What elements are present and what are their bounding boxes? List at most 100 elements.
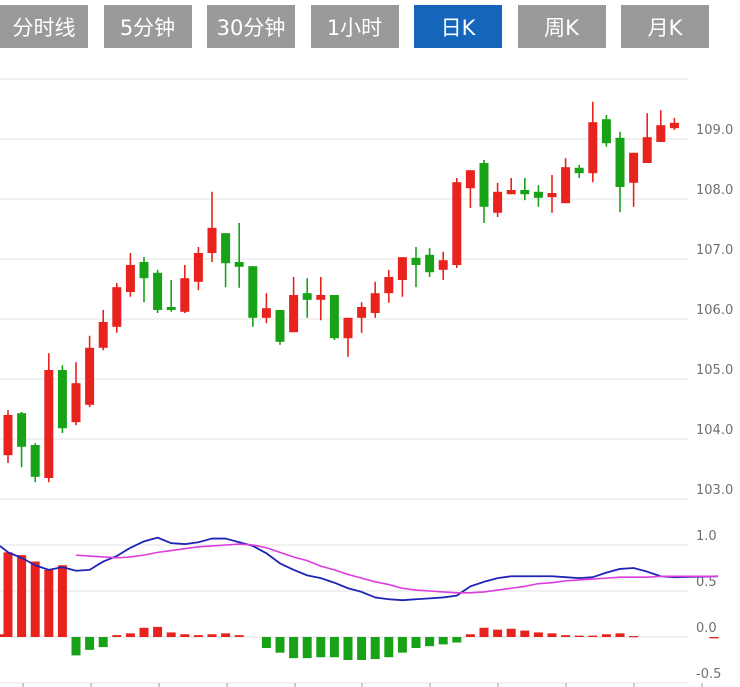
macd-histogram-bar: [506, 628, 516, 637]
tab-timeline[interactable]: 分时线: [0, 5, 88, 48]
tab-daily-k[interactable]: 日K: [414, 5, 502, 48]
candle-body: [357, 307, 367, 318]
candle-body: [248, 266, 258, 318]
macd-histogram-bar: [166, 632, 176, 637]
macd-axis-label: 1.0: [696, 529, 717, 544]
candle-body: [112, 287, 122, 327]
macd-axis-label: 0.5: [696, 575, 717, 590]
macd-histogram-bar: [125, 633, 135, 637]
macd-histogram-bar: [561, 635, 571, 637]
tab-5min[interactable]: 5分钟: [103, 5, 192, 48]
macd-histogram-bar: [44, 569, 54, 637]
candle-body: [506, 190, 516, 195]
candle-wick: [469, 170, 472, 208]
macd-histogram-bar: [574, 635, 584, 637]
candle-body: [479, 163, 489, 207]
candle-body: [425, 254, 435, 273]
candle-body: [561, 167, 571, 204]
macd-histogram-bar: [329, 637, 339, 658]
candle-body: [316, 295, 326, 300]
candle-body: [533, 191, 543, 198]
macd-histogram-bar: [357, 637, 367, 660]
macd-histogram-bar: [370, 637, 380, 660]
macd-histogram-bar: [71, 637, 81, 656]
candle-body: [397, 257, 407, 280]
tab-1hour[interactable]: 1小时: [310, 5, 399, 48]
tab-30min[interactable]: 30分钟: [207, 5, 295, 48]
candle-body: [642, 137, 652, 163]
tab-weekly-k[interactable]: 周K: [517, 5, 606, 48]
macd-histogram-bar: [397, 637, 407, 653]
macd-histogram-bar: [601, 634, 611, 637]
macd-histogram-bar: [261, 637, 271, 649]
macd-axis-label: 0.0: [696, 621, 717, 636]
macd-histogram-bar: [547, 633, 557, 637]
candle-wick: [238, 223, 240, 288]
candle-body: [57, 370, 67, 429]
candle-body: [329, 295, 339, 339]
macd-histogram-bar: [0, 634, 5, 637]
candle-body: [139, 262, 149, 279]
candle-body: [343, 317, 353, 339]
candle-body: [302, 293, 312, 300]
macd-histogram-bar: [289, 637, 299, 659]
period-tabbar: 分时线 5分钟 30分钟 1小时 日K 周K 月K: [0, 5, 709, 48]
macd-histogram-bar: [207, 634, 217, 637]
macd-axis-label: -0.5: [696, 667, 721, 682]
macd-histogram-bar: [85, 637, 95, 650]
candle-body: [588, 122, 598, 174]
macd-histogram-bar: [153, 626, 163, 637]
candle-body: [153, 272, 163, 310]
main-axis-label: 104.0: [696, 423, 733, 438]
candle-body: [615, 137, 625, 187]
candle-wick: [510, 178, 512, 195]
tab-monthly-k[interactable]: 月K: [621, 5, 709, 48]
macd-histogram-bar: [180, 634, 190, 637]
candle-wick: [524, 178, 526, 201]
main-axis-label: 103.0: [696, 483, 733, 498]
main-axis-label: 106.0: [696, 303, 733, 318]
candle-body: [71, 383, 81, 423]
main-axis-label: 105.0: [696, 363, 733, 378]
macd-histogram-bar: [411, 637, 421, 649]
macd-panel: 1.0 0.5 0.0 -0.5: [0, 529, 721, 687]
candle-body: [180, 278, 190, 312]
candle-body: [3, 415, 13, 456]
candle-body: [629, 152, 639, 183]
macd-histogram-bar: [57, 565, 67, 637]
candle-body: [438, 260, 448, 270]
main-axis-label: 109.0: [696, 123, 733, 138]
candle-body: [601, 119, 611, 144]
candle-body: [17, 413, 27, 447]
macd-histogram-bar: [493, 629, 503, 637]
candle-wick: [143, 257, 145, 303]
candle-body: [207, 227, 217, 253]
candle-wick: [211, 191, 213, 262]
main-candle-panel: 109.0 108.0 107.0 106.0 105.0 104.0 103.0: [0, 78, 733, 500]
candle-body: [669, 122, 679, 129]
candle-body: [384, 277, 394, 294]
macd-histogram-bar: [520, 630, 530, 637]
macd-histogram-bar: [629, 636, 639, 638]
macd-histogram-bar: [343, 637, 353, 660]
main-axis-label: 107.0: [696, 243, 733, 258]
candle-body: [98, 322, 108, 348]
macd-histogram-bar: [709, 637, 719, 639]
candle-body: [370, 293, 380, 313]
macd-histogram-bar: [438, 637, 448, 645]
macd-dif-line: [0, 536, 719, 602]
candle-body: [574, 167, 584, 174]
macd-histogram-bar: [588, 635, 598, 637]
candle-body: [261, 308, 271, 318]
macd-histogram-bar: [316, 637, 326, 658]
macd-histogram-bar: [30, 561, 40, 637]
candle-body: [221, 233, 231, 264]
candle-body: [166, 307, 176, 310]
macd-histogram-bar: [193, 635, 203, 637]
main-axis-label: 108.0: [696, 183, 733, 198]
candle-body: [520, 190, 530, 195]
macd-histogram-bar: [139, 627, 149, 637]
macd-histogram-bar: [302, 637, 312, 659]
macd-histogram-bar: [452, 637, 462, 643]
